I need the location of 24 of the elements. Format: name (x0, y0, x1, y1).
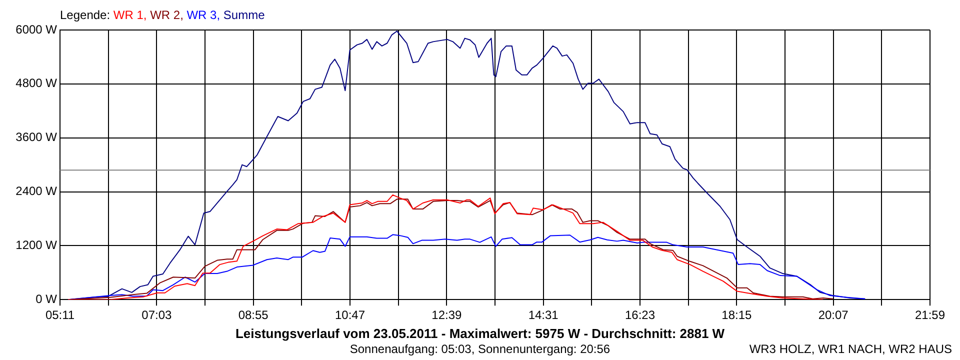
x-tick-label: 20:07 (818, 308, 849, 322)
x-tick-label: 21:59 (914, 308, 946, 322)
x-tick-label: 07:03 (142, 308, 172, 322)
text: Sonnenaufgang: 05:03, Sonnenuntergang: 20:56 (350, 342, 610, 356)
y-tick-label: 3600 W (16, 130, 58, 144)
text: Summe (223, 8, 265, 22)
x-tick-label: 16:23 (624, 308, 656, 322)
x-tick-label: 14:31 (528, 308, 559, 322)
y-tick-label: 6000 W (16, 22, 58, 36)
x-tick-label: 10:47 (334, 308, 366, 322)
text: WR3 HOLZ, WR1 NACH, WR2 HAUS (749, 342, 952, 356)
y-tick-label: 1200 W (16, 238, 58, 252)
x-tick-label: 05:11 (45, 308, 75, 322)
y-tick-label: 2400 W (16, 184, 58, 198)
text: WR 1, (113, 8, 148, 22)
x-tick-label: 12:39 (432, 308, 462, 322)
y-tick-label: 0 W (36, 292, 58, 306)
text: WR 3, (186, 8, 222, 22)
text: Leistungsverlauf vom 23.05.2011 - Maximalwert: 5975 W - Durchschnitt: 2881 W (234, 326, 726, 341)
x-tick-label: 08:55 (238, 308, 269, 322)
y-tick-label: 4800 W (16, 76, 58, 90)
text: WR 2, (150, 8, 184, 22)
x-tick-label: 18:15 (722, 308, 752, 322)
legend-title: Legende: (60, 8, 112, 22)
